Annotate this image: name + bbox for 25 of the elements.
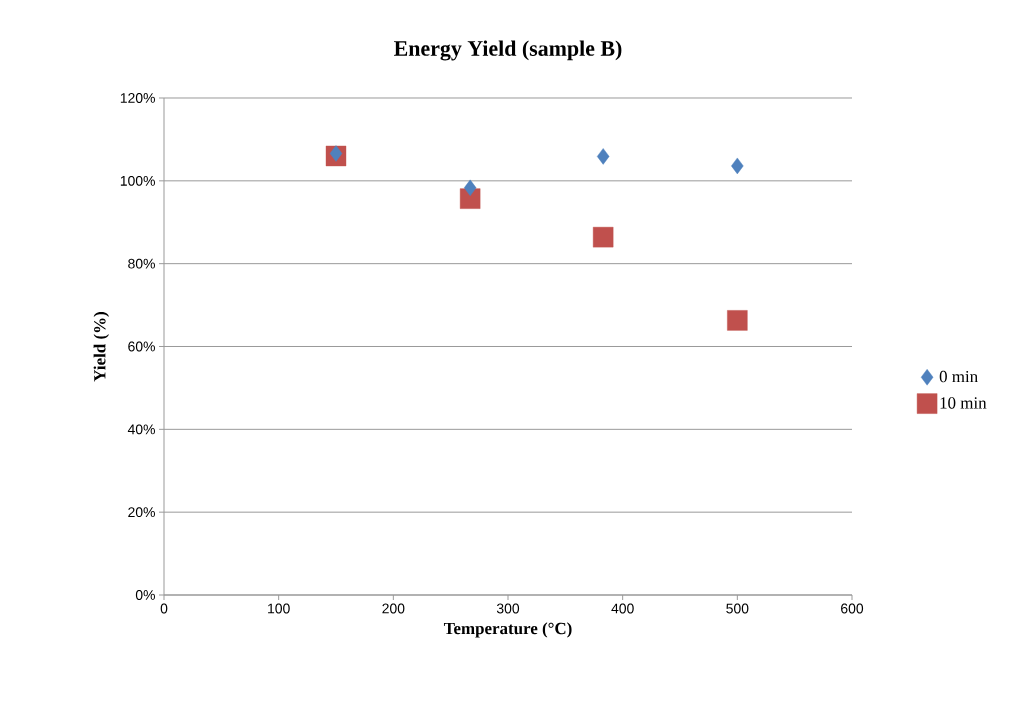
x-tick-label: 300 xyxy=(496,603,520,614)
legend-label: 10 min xyxy=(940,397,987,409)
y-axis-title: Yield (%) xyxy=(93,312,109,382)
y-tick-label: 120% xyxy=(120,93,155,103)
y-tick-label: 100% xyxy=(120,175,155,186)
x-tick-label: 500 xyxy=(726,603,749,614)
legend-label: 0 min xyxy=(939,370,978,383)
point xyxy=(731,157,744,175)
point xyxy=(592,226,614,248)
y-tick-label: 0% xyxy=(135,590,155,600)
y-tick-label: 40% xyxy=(127,424,155,435)
point xyxy=(727,310,748,331)
x-tick-label: 200 xyxy=(382,603,405,614)
x-axis-title: Temperature (°C) xyxy=(443,622,572,638)
y-tick-label: 80% xyxy=(128,258,155,269)
chart-title: Energy Yield (sample B) xyxy=(394,40,622,61)
x-tick-label: 400 xyxy=(611,603,634,614)
x-tick-label: 0 xyxy=(160,603,168,614)
x-tick-label: 100 xyxy=(268,603,290,614)
y-tick-label: 60% xyxy=(128,341,155,352)
point xyxy=(596,148,610,165)
y-tick-label: 20% xyxy=(128,507,155,518)
x-tick-label: 600 xyxy=(841,603,864,614)
point xyxy=(329,145,343,162)
point xyxy=(463,179,477,197)
